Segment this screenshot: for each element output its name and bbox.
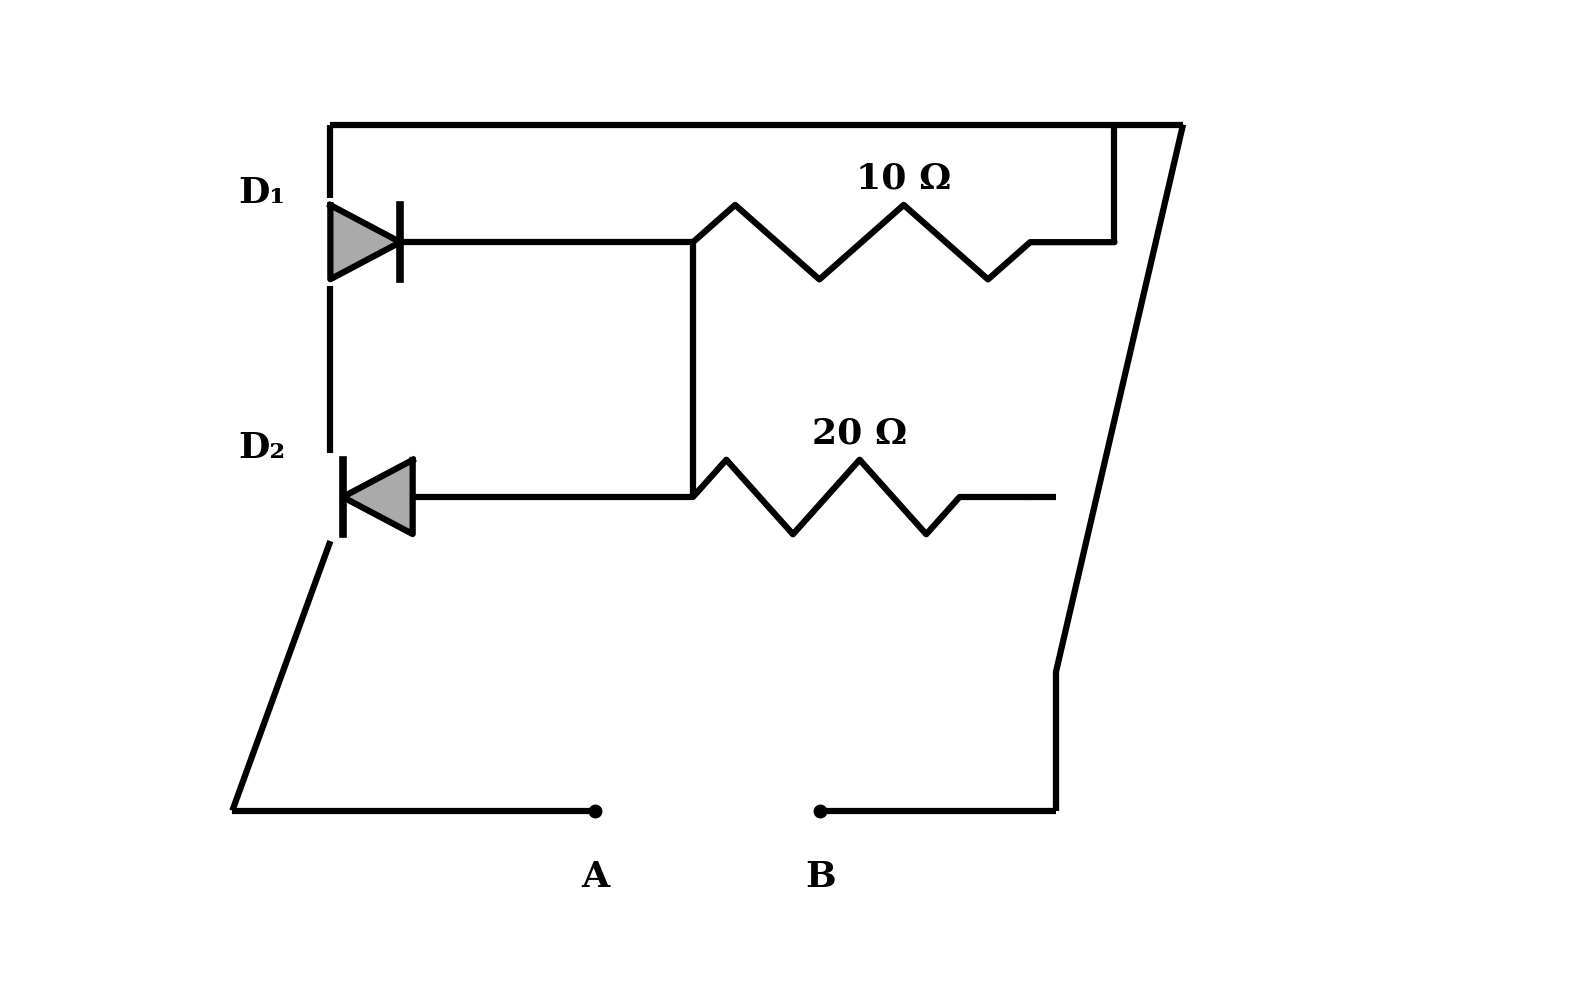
Text: B: B [805,860,835,894]
Polygon shape [331,205,400,279]
Text: D₁: D₁ [239,176,285,210]
Text: A: A [581,860,609,894]
Text: 20 Ω: 20 Ω [812,416,906,450]
Text: D₂: D₂ [239,431,285,465]
Polygon shape [343,460,413,534]
Text: 10 Ω: 10 Ω [856,161,951,196]
